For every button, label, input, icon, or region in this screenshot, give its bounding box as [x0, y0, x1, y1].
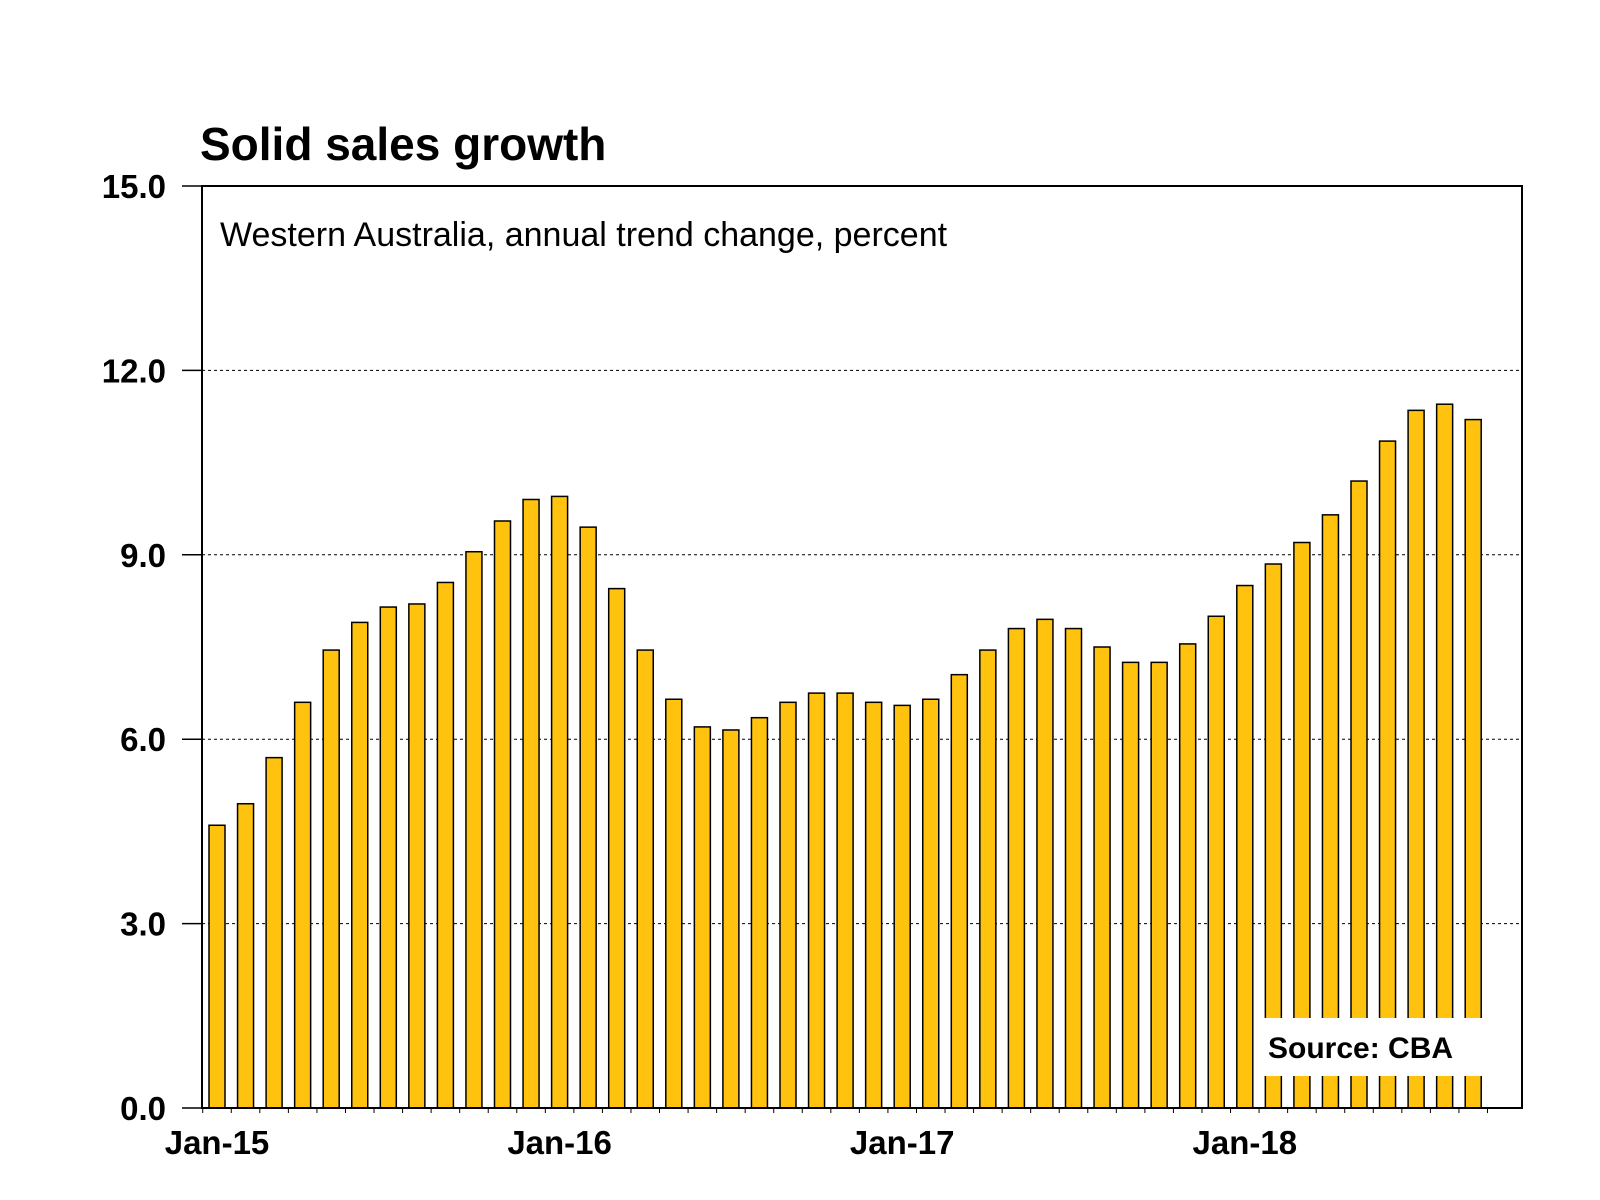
bar-dec-15	[522, 498, 540, 1109]
bar-jul-15	[379, 606, 398, 1109]
bar-may-18	[1350, 480, 1368, 1109]
y-tick-label: 15.0	[102, 168, 166, 205]
bar-apr-15	[293, 701, 312, 1109]
bar-aug-16	[750, 716, 769, 1109]
bar-may-17	[1007, 627, 1026, 1109]
bar-jul-18	[1407, 409, 1425, 1109]
bar-jan-15	[208, 824, 226, 1109]
bar-apr-16	[636, 649, 654, 1109]
bar-feb-17	[922, 698, 940, 1109]
bar-dec-16	[864, 701, 883, 1109]
bar-sep-17	[1121, 661, 1140, 1109]
bar-oct-15	[465, 550, 483, 1109]
bar-jan-18	[1236, 584, 1254, 1109]
bar-jan-17	[893, 704, 911, 1109]
bar-mar-15	[265, 756, 283, 1109]
y-axis: 0.0 3.0 6.0 9.0 12.0 15.0	[102, 168, 202, 1127]
bar-jul-17	[1064, 627, 1083, 1109]
bar-oct-17	[1150, 661, 1168, 1109]
y-tick-label: 6.0	[120, 721, 166, 758]
bar-jan-16	[550, 495, 569, 1109]
bars	[208, 403, 1482, 1109]
bar-jun-15	[351, 621, 369, 1109]
bar-sep-16	[779, 701, 797, 1109]
y-tick-label: 0.0	[120, 1090, 166, 1127]
bar-dec-17	[1207, 615, 1225, 1109]
bar-sep-18	[1464, 418, 1482, 1109]
bar-nov-15	[493, 520, 512, 1109]
y-tick-label: 12.0	[102, 352, 166, 389]
bar-jun-18	[1378, 440, 1397, 1109]
bar-jul-16	[722, 729, 740, 1109]
x-axis: Jan-15 Jan-16 Jan-17 Jan-18	[165, 1107, 1498, 1161]
bar-feb-16	[579, 526, 597, 1109]
source-label-background	[1262, 1018, 1488, 1076]
bar-mar-17	[950, 673, 969, 1109]
bar-may-15	[322, 649, 340, 1109]
bar-may-16	[665, 698, 683, 1109]
source-label: Source: CBA	[1268, 1032, 1453, 1065]
y-tick-label: 9.0	[120, 537, 166, 574]
chart-title: Solid sales growth	[200, 118, 606, 170]
chart-subtitle: Western Australia, annual trend change, …	[220, 216, 948, 254]
bar-nov-17	[1178, 643, 1197, 1109]
y-tick-label: 3.0	[120, 906, 166, 943]
bar-sep-15	[436, 581, 455, 1109]
x-tick-label: Jan-16	[507, 1124, 612, 1161]
bar-aug-15	[408, 603, 426, 1109]
bar-jun-16	[693, 726, 712, 1109]
x-tick-label: Jan-15	[165, 1124, 270, 1161]
x-tick-label: Jan-17	[850, 1124, 955, 1161]
bar-nov-16	[836, 692, 854, 1109]
bar-jun-17	[1036, 618, 1054, 1109]
bar-feb-15	[236, 802, 255, 1109]
bar-oct-16	[807, 692, 826, 1109]
bar-mar-16	[607, 587, 626, 1109]
bar-apr-17	[979, 649, 997, 1109]
x-tick-label: Jan-18	[1193, 1124, 1298, 1161]
bar-aug-18	[1435, 403, 1454, 1109]
bar-aug-17	[1093, 646, 1111, 1109]
